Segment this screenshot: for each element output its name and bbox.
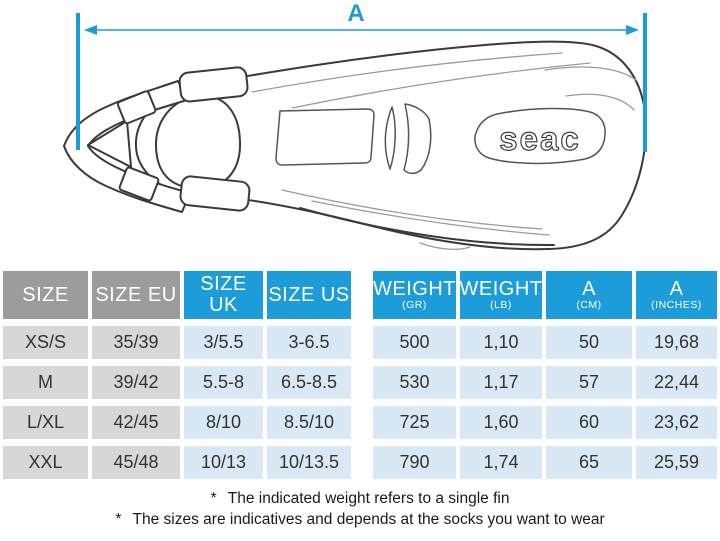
table-cell: 530 <box>373 366 456 399</box>
table-cell: 1,17 <box>460 366 542 399</box>
blade-bottom-tab <box>419 242 471 250</box>
table-cell: 6.5-8.5 <box>267 366 351 399</box>
table-cell: 1,74 <box>460 446 542 479</box>
fin-diagram: seac A <box>63 0 647 251</box>
header-label: A <box>669 277 684 300</box>
arrowhead-right-icon <box>626 25 639 35</box>
header-sublabel: (INCHES) <box>651 298 702 311</box>
arrowhead-left-icon <box>84 25 97 35</box>
table-cell: 19,68 <box>636 326 717 359</box>
blade-contour-line <box>281 189 543 230</box>
column-spacer <box>355 446 369 479</box>
size-table: SIZE SIZE EU SIZE UK SIZE US WEIGHT (GR)… <box>3 271 720 479</box>
table-cell: 500 <box>373 326 456 359</box>
column-spacer <box>355 366 369 399</box>
blade-bottom-rail <box>299 207 555 247</box>
foot-opening <box>154 94 242 190</box>
col-header-size: SIZE <box>3 271 88 319</box>
table-cell: 8.5/10 <box>267 406 351 439</box>
footnotes: * The indicated weight refers to a singl… <box>0 488 720 530</box>
blade-contour-line <box>251 52 563 93</box>
col-header-size-us: SIZE US <box>267 271 351 319</box>
header-sublabel: (GR) <box>402 298 427 311</box>
table-cell: 45/48 <box>92 446 180 479</box>
column-spacer <box>355 271 369 319</box>
flex-insert <box>403 103 432 175</box>
col-header-size-uk: SIZE UK <box>184 271 263 319</box>
asterisk-marker: * <box>210 490 217 507</box>
col-header-a-cm: A (CM) <box>546 271 632 319</box>
table-cell: 42/45 <box>92 406 180 439</box>
col-header-weight-lb: WEIGHT (LB) <box>460 271 542 319</box>
col-header-a-inches: A (INCHES) <box>636 271 717 319</box>
strap-buckle <box>178 66 249 103</box>
table-cell: 5.5-8 <box>184 366 263 399</box>
blade-contour-line <box>311 200 550 236</box>
table-cell: 57 <box>546 366 632 399</box>
seac-logo: seac <box>499 120 580 157</box>
heel-strap-tab <box>87 120 132 168</box>
footnote-text: The indicated weight refers to a single … <box>227 490 510 507</box>
dimension-label: A <box>347 0 364 27</box>
table-cell: XXL <box>3 446 88 479</box>
strap-keeper <box>118 166 160 202</box>
table-cell: 25,59 <box>636 446 717 479</box>
header-label: SIZE <box>22 283 69 306</box>
header-label: WEIGHT <box>459 277 543 300</box>
footnote-text: The sizes are indicatives and depends at… <box>132 511 605 528</box>
asterisk-marker: * <box>115 511 122 528</box>
table-cell: L/XL <box>3 406 88 439</box>
header-label: SIZE EU <box>95 283 177 306</box>
flex-insert <box>384 106 396 170</box>
table-cell: M <box>3 366 88 399</box>
blade-contour-line <box>291 62 591 109</box>
blade-contour-line <box>565 93 635 111</box>
table-cell: 3-6.5 <box>267 326 351 359</box>
footnote-line: * The indicated weight refers to a singl… <box>0 488 720 509</box>
table-cell: 35/39 <box>92 326 180 359</box>
header-sublabel: (CM) <box>576 298 602 311</box>
header-label: SIZE US <box>268 283 350 306</box>
table-cell: 23,62 <box>636 406 717 439</box>
table-cell: 8/10 <box>184 406 263 439</box>
footnote-line: * The sizes are indicatives and depends … <box>0 509 720 530</box>
logo-panel <box>474 107 606 165</box>
table-cell: 39/42 <box>92 366 180 399</box>
table-cell: 50 <box>546 326 632 359</box>
dimension-annotation: A <box>76 0 647 152</box>
fin-drawing: seac <box>63 40 647 251</box>
table-cell: 3/5.5 <box>184 326 263 359</box>
table-cell: 790 <box>373 446 456 479</box>
foot-plate <box>275 108 375 166</box>
header-sublabel: (LB) <box>490 298 512 311</box>
strap-keeper <box>116 90 157 125</box>
table-cell: 60 <box>546 406 632 439</box>
table-cell: 1,60 <box>460 406 542 439</box>
table-cell: XS/S <box>3 326 88 359</box>
blade-contour-line <box>544 66 637 81</box>
header-label: A <box>582 277 596 300</box>
col-header-size-eu: SIZE EU <box>92 271 180 319</box>
table-cell: 725 <box>373 406 456 439</box>
header-label: SIZE UK <box>200 273 247 316</box>
column-spacer <box>355 406 369 439</box>
column-spacer <box>355 326 369 359</box>
table-cell: 1,10 <box>460 326 542 359</box>
strap-buckle <box>179 175 251 212</box>
table-cell: 10/13.5 <box>267 446 351 479</box>
table-cell: 10/13 <box>184 446 263 479</box>
col-header-weight-gr: WEIGHT (GR) <box>373 271 456 319</box>
table-cell: 65 <box>546 446 632 479</box>
header-label: WEIGHT <box>373 277 456 300</box>
table-cell: 22,44 <box>636 366 717 399</box>
